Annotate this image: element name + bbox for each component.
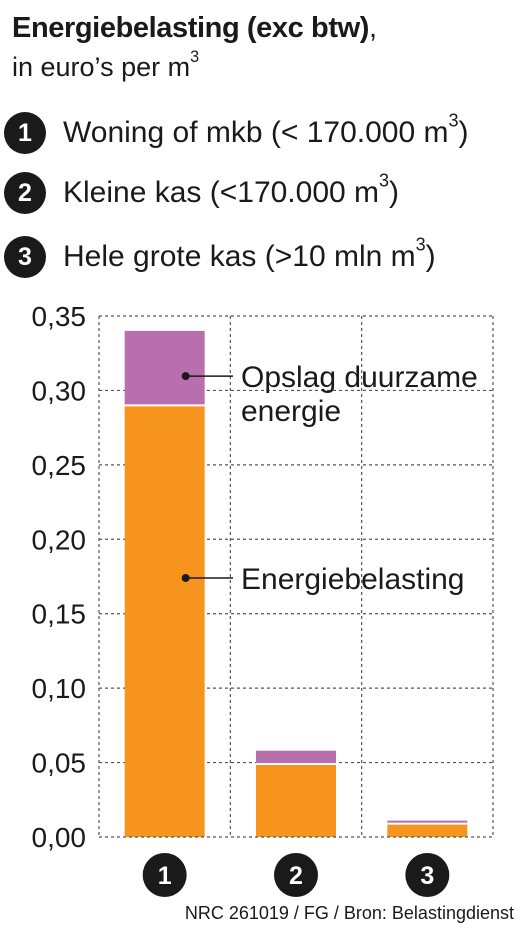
y-tick-label: 0,25	[32, 450, 87, 481]
chart-title: Energiebelasting (exc btw),	[12, 10, 377, 46]
y-tick-label: 0,30	[32, 375, 87, 406]
category-badge	[142, 853, 187, 897]
bar-energiebelasting	[256, 764, 336, 837]
legend-label-2-sup: 3	[379, 170, 390, 191]
bar-energiebelasting	[124, 405, 205, 837]
category-label: 2	[289, 862, 303, 890]
y-tick-label: 0,00	[32, 822, 87, 853]
annotation-label: energie	[241, 395, 341, 428]
legend-item-3: 3 Hele grote kas (>10 mln m3)	[4, 234, 436, 280]
y-tick-label: 0,05	[32, 748, 87, 779]
bar-opslag	[256, 750, 336, 765]
legend-badge-3: 3	[4, 236, 46, 278]
legend-item-1: 1 Woning of mkb (< 170.000 m3)	[4, 110, 469, 156]
chart-subtitle-text: in euro’s per m	[12, 52, 191, 82]
bar-opslag	[387, 820, 468, 824]
legend-label-1-end: )	[458, 116, 469, 149]
chart-subtitle: in euro’s per m3	[12, 48, 200, 84]
chart-title-rest: ,	[369, 12, 377, 44]
category-label: 1	[158, 862, 172, 890]
category-label: 3	[420, 862, 434, 890]
legend-label-3-sup: 3	[415, 234, 426, 255]
bar-chart: 0,00 0,05 0,10 0,15 0,20 0,25 0,30 0,35 1 2 3 Opsla…	[32, 301, 494, 897]
legend-label-2: Kleine kas (<170.000 m3)	[63, 172, 400, 211]
legend-label-1: Woning of mkb (< 170.000 m3)	[63, 112, 469, 151]
y-tick-label: 0,10	[32, 673, 87, 704]
category-badge	[274, 853, 318, 897]
legend-label-3-text: Hele grote kas (>10 mln m	[63, 240, 416, 273]
category-badge	[405, 853, 450, 897]
y-tick-label: 0,15	[32, 599, 87, 630]
legend-label-3-end: )	[425, 240, 436, 273]
chart-subtitle-sup: 3	[190, 48, 200, 67]
legend-label-3: Hele grote kas (>10 mln m3)	[63, 236, 436, 275]
bar-opslag	[124, 330, 205, 406]
legend-badge-1: 1	[4, 112, 46, 154]
legend-label-1-text: Woning of mkb (< 170.000 m	[63, 116, 449, 149]
legend-label-1-sup: 3	[448, 110, 459, 131]
annotation-label: Energiebelasting	[241, 563, 465, 596]
y-tick-label: 0,35	[32, 301, 87, 332]
y-tick-label: 0,20	[32, 524, 87, 555]
bar-energiebelasting	[387, 823, 468, 837]
annotation-label: Opslag duurzame	[241, 361, 478, 394]
chart-title-bold: Energiebelasting (exc btw)	[12, 12, 370, 44]
legend-item-2: 2 Kleine kas (<170.000 m3)	[4, 170, 399, 216]
legend-badge-2: 2	[4, 172, 46, 214]
legend-label-2-text: Kleine kas (<170.000 m	[63, 176, 380, 209]
source-note: NRC 261019 / FG / Bron: Belastingdienst	[184, 903, 514, 923]
legend-label-2-end: )	[389, 176, 400, 209]
